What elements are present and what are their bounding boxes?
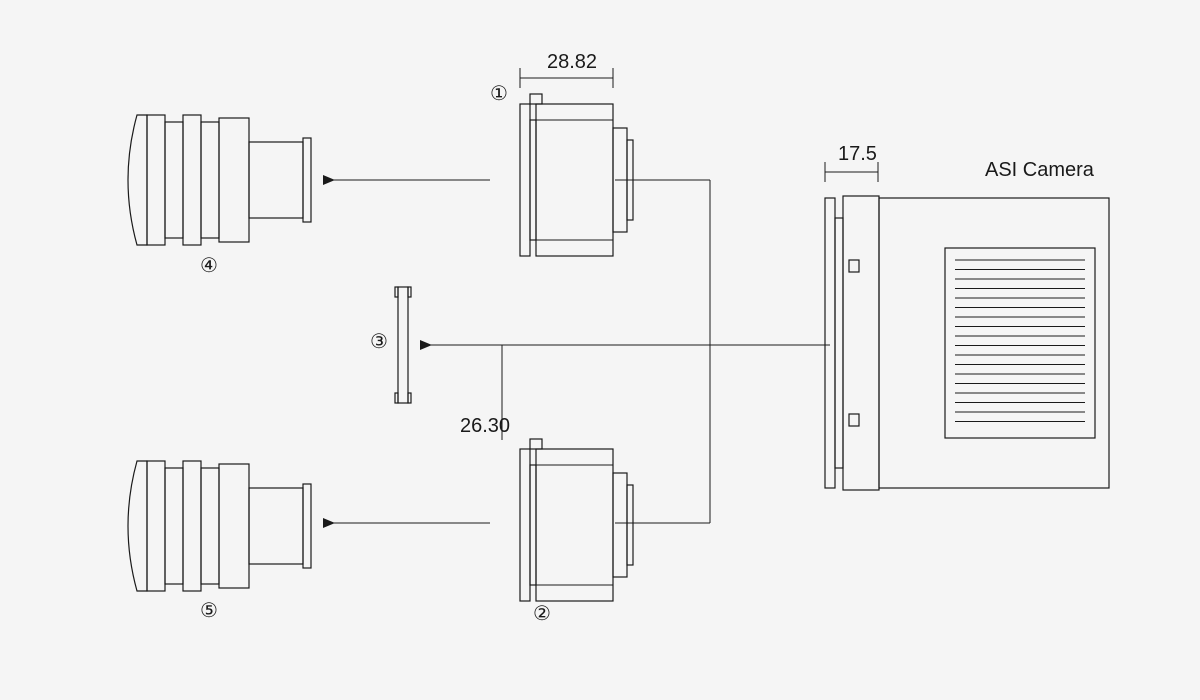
callout-3: ③ [370, 331, 388, 353]
dimension-mid: 26.30 [460, 415, 510, 437]
callout-4: ④ [200, 255, 218, 277]
callout-2: ② [533, 603, 551, 625]
diagram-canvas: ASI Camera 28.82 26.30 17.5 ① ② ③ ④ ⑤ [0, 0, 1200, 700]
dimension-top: 28.82 [547, 51, 597, 73]
callout-1: ① [490, 83, 508, 105]
callout-5: ⑤ [200, 600, 218, 622]
dimension-camera: 17.5 [838, 143, 877, 165]
camera-title-label: ASI Camera [985, 159, 1095, 181]
